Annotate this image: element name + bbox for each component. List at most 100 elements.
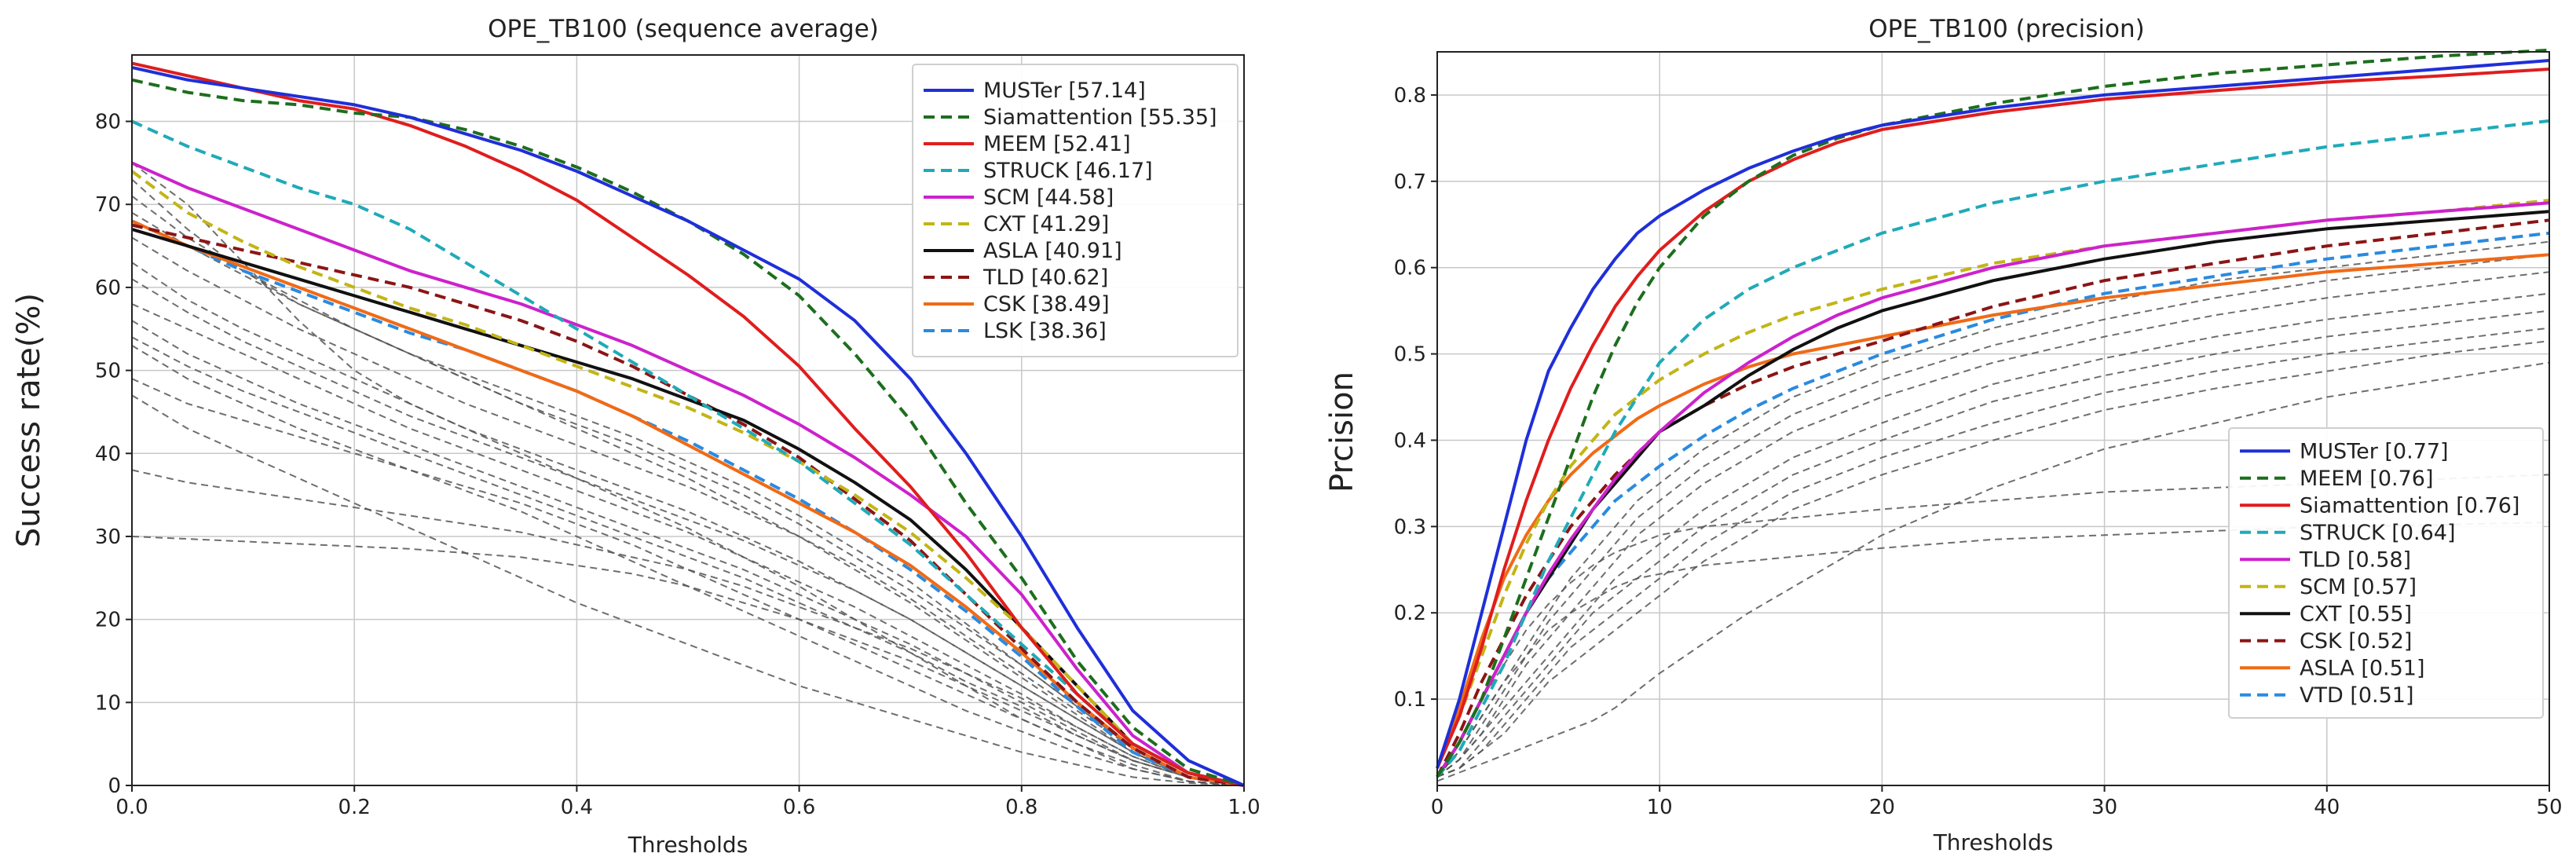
precision-chart: OPE_TB100 (precision) 0 10 20 30 40 50 0.1 0.2… [1324, 15, 2563, 855]
x-axis-label: Thresholds [628, 832, 748, 858]
legend-entry-label: CXT [0.55] [2300, 602, 2412, 626]
y-tick-label: 0.1 [1394, 688, 1426, 712]
legend-entry-label: MUSTer [57.14] [983, 79, 1146, 103]
background-series-layer [131, 162, 1245, 786]
x-tick-label: 0 [1431, 796, 1444, 819]
y-tick-label: 0.4 [1394, 429, 1426, 452]
background-series-line [1436, 271, 2550, 778]
legend: MUSTer [57.14]Siamattention [55.35]MEEM … [912, 64, 1239, 357]
legend-entry-label: ASLA [0.51] [2300, 656, 2425, 680]
series-line [1436, 68, 2550, 769]
x-tick-labels: 0.0 0.2 0.4 0.6 0.8 1.0 [115, 796, 1260, 819]
background-series-line [131, 262, 1245, 786]
background-series-line [1436, 361, 2550, 782]
series-line [131, 65, 1245, 787]
y-tick-label: 0.7 [1394, 170, 1426, 194]
series-layer [130, 61, 1245, 787]
y-tick-label: 50 [95, 360, 121, 383]
background-series-line [131, 320, 1245, 786]
legend-entry-label: ASLA [40.91] [983, 239, 1122, 263]
legend-box [912, 64, 1239, 357]
legend-entry-label: CSK [38.49] [983, 292, 1110, 317]
y-tick-label: 0.3 [1394, 515, 1426, 539]
x-tick-labels: 0 10 20 30 40 50 [1431, 796, 2563, 819]
background-series-line [1436, 521, 2550, 778]
y-tick-label: 70 [95, 193, 121, 217]
legend-entry-label: CXT [41.29] [983, 212, 1109, 236]
series-line [131, 223, 1245, 787]
background-series-line [131, 394, 1245, 786]
background-series-line [131, 278, 1245, 786]
x-tick-label: 0.2 [338, 796, 371, 819]
series-line [1436, 48, 2550, 778]
y-tick-label: 80 [95, 111, 121, 134]
legend-entry-label: TLD [40.62] [982, 265, 1108, 290]
legend-entry-label: MEEM [52.41] [983, 132, 1131, 156]
y-axis-label: Success rate(%) [11, 293, 47, 547]
y-tick-label: 40 [95, 442, 121, 466]
y-tick-label: 30 [95, 525, 121, 549]
x-tick-label: 20 [1869, 796, 1895, 819]
background-series-line [131, 536, 1245, 786]
plot-frame [131, 54, 1245, 786]
plot-frame [1436, 51, 2550, 786]
background-series-line [131, 336, 1245, 786]
legend-entry-label: STRUCK [0.64] [2300, 521, 2455, 545]
y-tick-labels: 0 10 20 30 40 50 60 70 80 [95, 111, 121, 798]
background-series-line [1436, 309, 2550, 778]
series-layer [1436, 48, 2550, 778]
y-tick-labels: 0.1 0.2 0.3 0.4 0.5 0.6 0.7 0.8 [1394, 84, 1426, 712]
x-tick-label: 0.0 [115, 796, 148, 819]
x-tick-label: 10 [1647, 796, 1673, 819]
background-series-line [131, 378, 1245, 786]
y-tick-label: 0.2 [1394, 602, 1426, 625]
legend-entry-label: VTD [0.51] [2300, 683, 2414, 708]
series-line [1436, 59, 2550, 769]
series-line [1436, 199, 2550, 769]
legend-entry-label: MEEM [0.76] [2300, 467, 2433, 491]
background-series-line [1436, 254, 2550, 778]
x-tick-label: 0.6 [783, 796, 815, 819]
legend-entry-label: MUSTer [0.77] [2300, 439, 2449, 463]
x-tick-label: 0.4 [561, 796, 593, 819]
background-series-line [131, 211, 1245, 786]
series-line [1436, 201, 2550, 778]
background-series-line [131, 236, 1245, 786]
y-tick-label: 20 [95, 609, 121, 632]
series-line [131, 161, 1245, 787]
x-tick-label: 1.0 [1228, 796, 1260, 819]
success-rate-chart: OPE_TB100 (sequence average) 0.0 0.2 0.4 0.… [11, 15, 1261, 858]
background-series-line [1436, 340, 2550, 778]
y-tick-label: 60 [95, 276, 121, 300]
series-line [1436, 119, 2550, 778]
y-tick-label: 0.8 [1394, 84, 1426, 108]
x-tick-label: 50 [2536, 796, 2562, 819]
legend-entry-label: SCM [44.58] [983, 185, 1114, 210]
chart-title: OPE_TB100 (sequence average) [488, 15, 879, 43]
y-tick-label: 0 [108, 774, 121, 798]
legend-entry-label: Siamattention [55.35] [983, 105, 1217, 130]
y-tick-label: 10 [95, 691, 121, 715]
background-series-line [1436, 292, 2550, 778]
legend-entry-label: LSK [38.36] [983, 319, 1107, 343]
x-axis-label: Thresholds [1933, 829, 2054, 855]
legend-entry-label: STRUCK [46.17] [983, 159, 1153, 183]
legend-box [2228, 427, 2544, 719]
series-line [1436, 253, 2550, 769]
background-series-line [131, 303, 1245, 786]
series-line [131, 61, 1245, 787]
series-line [131, 219, 1245, 787]
legend: MUSTer [0.77] MEEM [0.76]Siamattention [0… [2228, 427, 2544, 719]
legend-entry-label: CSK [0.52] [2300, 629, 2412, 653]
y-axis-label: Prcision [1324, 372, 1360, 492]
y-tick-label: 0.6 [1394, 257, 1426, 280]
legend-entry-label: Siamattention [0.76] [2300, 493, 2519, 518]
background-series-line [131, 178, 1245, 786]
x-tick-label: 0.8 [1005, 796, 1037, 819]
y-tick-label: 0.5 [1394, 343, 1426, 367]
legend-entry-label: TLD [0.58] [2299, 547, 2411, 572]
background-series-line [1436, 474, 2550, 778]
x-tick-label: 30 [2091, 796, 2117, 819]
legend-entry-label: SCM [0.57] [2300, 575, 2417, 599]
